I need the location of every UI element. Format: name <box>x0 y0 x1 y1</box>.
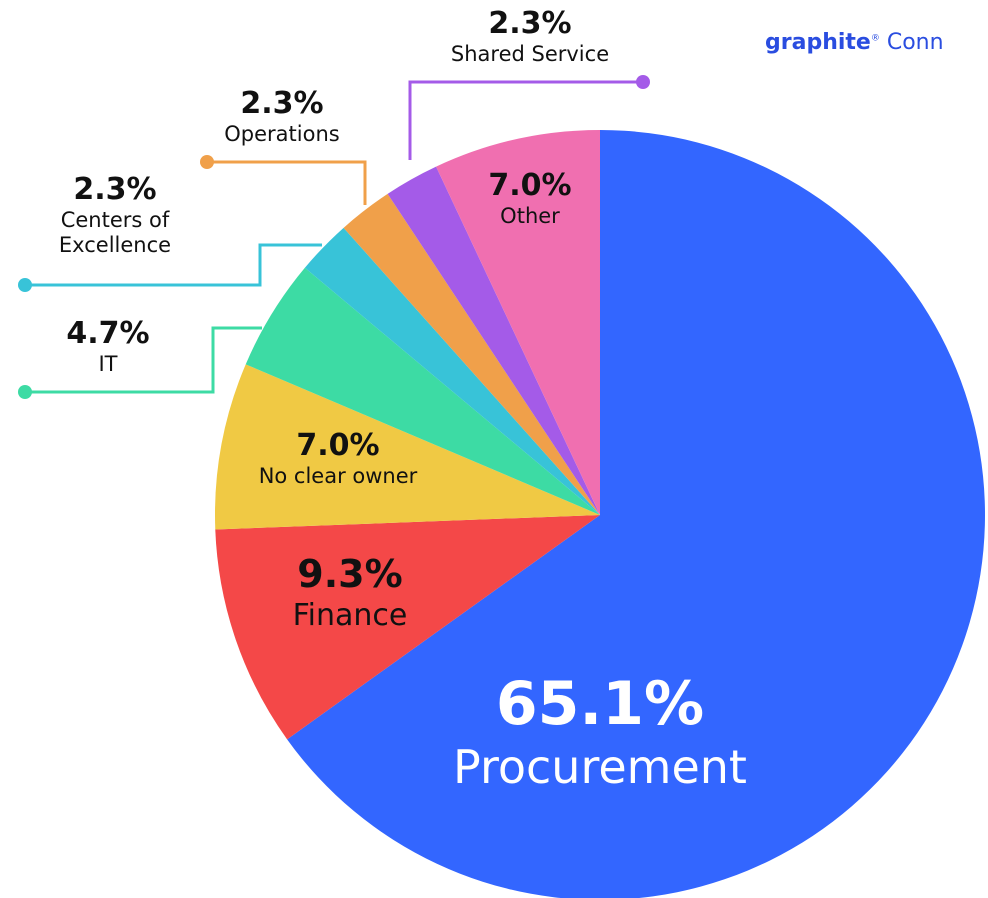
leader-line <box>408 80 643 160</box>
brand: graphite® Conn <box>765 30 944 55</box>
pie-slice <box>387 166 600 515</box>
value-label: 65.1% <box>495 669 705 739</box>
pie-slice <box>215 515 600 740</box>
category-label: IT <box>98 352 118 376</box>
value-label: 2.3% <box>73 172 157 207</box>
category-label: Other <box>500 204 560 228</box>
category-label: No clear owner <box>258 464 418 488</box>
category-label: Shared Service <box>450 42 610 66</box>
category-label: Finance <box>292 597 408 633</box>
pie-slice <box>245 267 600 515</box>
pie-slice <box>215 364 600 530</box>
slice-label: 7.0% No clear owner <box>259 428 418 489</box>
value-label: 7.0% <box>296 428 380 463</box>
slice-label: 7.0% Other <box>488 168 571 229</box>
leader-dot <box>18 278 32 292</box>
value-label: 7.0% <box>488 168 572 203</box>
slice-label: 4.7% IT <box>66 316 149 377</box>
slice-label: 2.3% Shared Service <box>451 6 609 67</box>
slice-label: 9.3% Finance <box>293 552 408 634</box>
leader-line <box>25 326 262 394</box>
pie-slice <box>287 130 985 898</box>
leader-dot <box>18 385 32 399</box>
category-label: Procurement <box>453 740 747 794</box>
slice-label: 2.3% Operations <box>224 86 339 147</box>
value-label: 2.3% <box>240 86 324 121</box>
slice-label: 65.1% Procurement <box>453 668 747 795</box>
slice-label: 2.3% Centers of Excellence <box>30 172 200 258</box>
category-label: Centers of Excellence <box>58 208 172 258</box>
pie-slice <box>304 227 600 515</box>
pie-slice <box>436 130 600 515</box>
value-label: 9.3% <box>297 552 403 596</box>
pie-slice <box>343 193 600 515</box>
leader-line <box>207 160 367 205</box>
leader-dot <box>636 75 650 89</box>
value-label: 2.3% <box>488 6 572 41</box>
value-label: 4.7% <box>66 316 150 351</box>
leader-dot <box>200 155 214 169</box>
leader-line <box>25 243 322 287</box>
brand-name: graphite <box>765 30 871 55</box>
category-label: Operations <box>224 122 340 146</box>
brand-suffix: Conn <box>886 30 944 55</box>
